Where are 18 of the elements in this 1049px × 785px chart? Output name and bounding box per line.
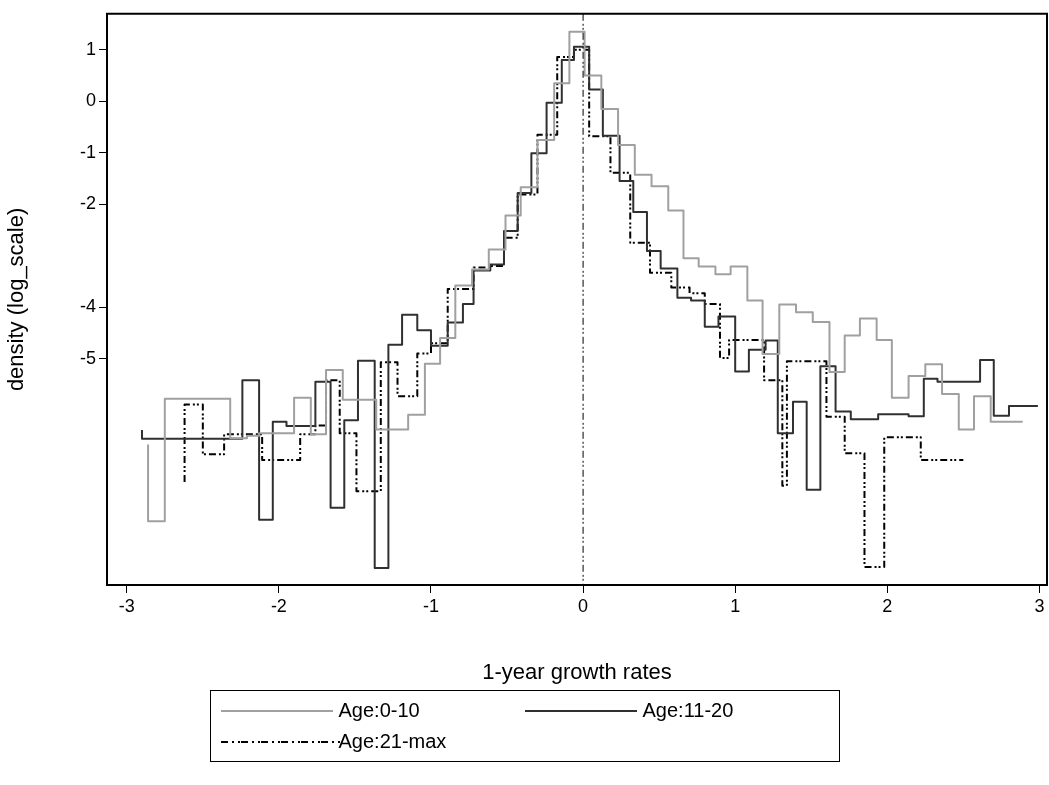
x-tick-label: 2 bbox=[882, 595, 893, 616]
legend-label: Age:21-max bbox=[338, 730, 447, 753]
x-tick-label: -2 bbox=[270, 595, 287, 616]
y-tick-label: 0 bbox=[85, 90, 96, 111]
legend-label: Age:0-10 bbox=[338, 699, 420, 722]
y-tick-label: -1 bbox=[79, 141, 96, 162]
x-tick-label: -1 bbox=[422, 595, 439, 616]
x-tick-label: 3 bbox=[1034, 595, 1045, 616]
y-tick-label: -4 bbox=[79, 296, 96, 317]
x-tick-label: 1 bbox=[730, 595, 741, 616]
x-tick-label: -3 bbox=[118, 595, 135, 616]
legend-label: Age:11-20 bbox=[642, 699, 734, 722]
y-tick-label: -5 bbox=[79, 347, 96, 368]
x-axis-title: 1-year growth rates bbox=[482, 658, 672, 684]
x-tick-label: 0 bbox=[578, 595, 589, 616]
y-tick-label: -2 bbox=[79, 193, 96, 214]
y-tick-label: 1 bbox=[85, 38, 96, 59]
y-axis-title: density (log_scale) bbox=[3, 207, 29, 392]
